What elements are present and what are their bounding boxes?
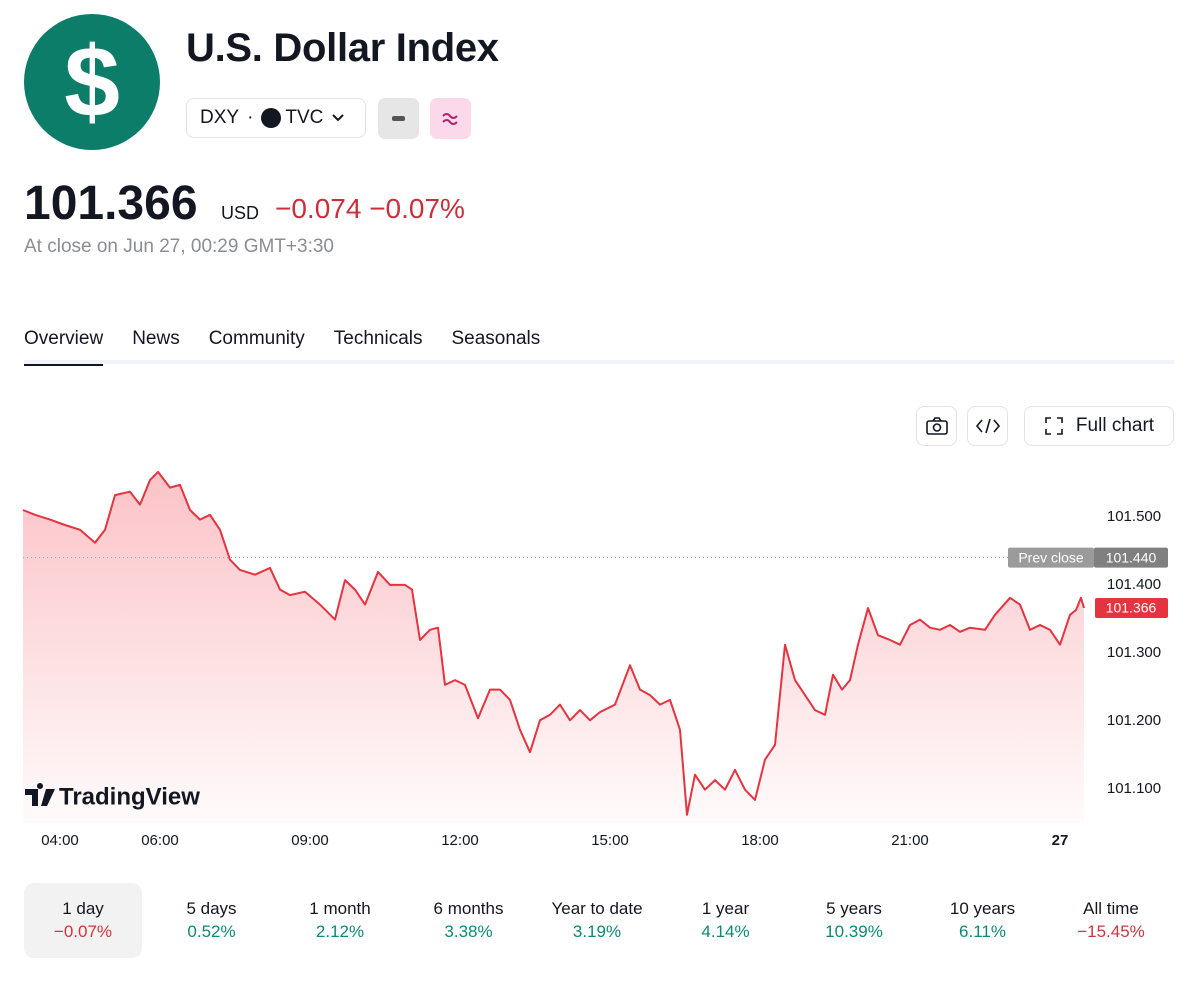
camera-icon bbox=[925, 417, 948, 435]
period-change: 3.19% bbox=[572, 922, 622, 941]
tab[interactable]: Seasonals bbox=[451, 328, 541, 349]
prev-close-value: 101.440 bbox=[1106, 549, 1157, 565]
period-label: 1 year bbox=[701, 899, 750, 918]
exchange: TVC bbox=[285, 107, 324, 128]
tab[interactable]: Overview bbox=[24, 328, 104, 366]
watermark-text: TradingView bbox=[59, 783, 200, 810]
x-tick-label: 12:00 bbox=[441, 832, 479, 849]
period-button[interactable]: 5 days 0.52% bbox=[153, 883, 271, 958]
x-tick-label: 21:00 bbox=[891, 832, 929, 849]
x-tick-label: 15:00 bbox=[591, 832, 629, 849]
period-button[interactable]: 1 day −0.07% bbox=[24, 883, 142, 958]
period-button[interactable]: 1 month 2.12% bbox=[281, 883, 399, 958]
period-change: 0.52% bbox=[187, 922, 236, 941]
snapshot-button[interactable] bbox=[916, 406, 957, 446]
watermark: TradingView bbox=[25, 782, 200, 810]
y-tick-label: 101.300 bbox=[1107, 644, 1161, 661]
period-label: 5 years bbox=[826, 899, 882, 918]
period-button[interactable]: 5 years 10.39% bbox=[795, 883, 913, 958]
y-tick-label: 101.400 bbox=[1107, 576, 1161, 593]
full-chart-label: Full chart bbox=[1075, 415, 1155, 436]
x-tick-label: 18:00 bbox=[741, 832, 779, 849]
price-line bbox=[22, 470, 1085, 816]
tabs: Overview News Community Technicals Seasonals bbox=[24, 328, 540, 366]
period-change: 10.39% bbox=[825, 922, 883, 941]
y-tick-label: 101.100 bbox=[1107, 780, 1161, 797]
market-status-button[interactable] bbox=[378, 98, 419, 139]
period-change: 4.14% bbox=[701, 922, 750, 941]
icon bbox=[442, 113, 458, 125]
period-button[interactable]: 6 months 3.38% bbox=[410, 883, 528, 958]
prev-close-tag bbox=[1008, 547, 1094, 568]
last-price-tag bbox=[1095, 598, 1168, 619]
title: U.S. Dollar Index bbox=[186, 26, 499, 70]
period-button[interactable]: 10 years 6.11% bbox=[924, 883, 1042, 958]
period-button[interactable]: All time −15.45% bbox=[1052, 883, 1170, 958]
embed-button[interactable] bbox=[967, 406, 1008, 446]
x-tick-label: 06:00 bbox=[141, 832, 179, 849]
symbol: DXY bbox=[200, 107, 240, 128]
area bbox=[23, 471, 1084, 823]
status: At close on Jun 27, 00:29 GMT+3:30 bbox=[24, 236, 334, 257]
delayed-button[interactable] bbox=[430, 98, 471, 139]
full-chart-button[interactable]: Full chart bbox=[1024, 406, 1174, 446]
period-button[interactable]: Year to date 3.19% bbox=[538, 883, 656, 958]
last-price-label: 101.366 bbox=[1106, 600, 1157, 616]
separator: · bbox=[247, 107, 254, 128]
period-change: −0.07% bbox=[53, 922, 113, 941]
currency: USD bbox=[221, 203, 260, 223]
tab[interactable]: Community bbox=[208, 328, 305, 349]
exchange-icon bbox=[261, 108, 282, 128]
tab-divider bbox=[24, 360, 1174, 364]
change: −0.074 −0.07% bbox=[275, 193, 465, 225]
period-label: 10 years bbox=[949, 899, 1016, 918]
tab[interactable]: Technicals bbox=[333, 328, 423, 349]
tab[interactable]: News bbox=[132, 328, 180, 349]
period-change: 6.11% bbox=[959, 922, 1006, 941]
period-label: 1 month bbox=[309, 899, 371, 918]
x-tick-label: 04:00 bbox=[41, 832, 79, 849]
prev-close-value-tag bbox=[1094, 547, 1168, 568]
x-tick-label: 27 bbox=[1052, 832, 1069, 849]
period-change: 3.38% bbox=[444, 922, 493, 941]
code-icon bbox=[975, 418, 1000, 434]
period-change: −15.45% bbox=[1077, 922, 1145, 941]
period-button[interactable]: 1 year 4.14% bbox=[667, 883, 785, 958]
logo: $ bbox=[24, 14, 160, 150]
period-label: All time bbox=[1083, 899, 1139, 918]
icon bbox=[392, 116, 405, 121]
period-label: Year to date bbox=[551, 899, 643, 918]
change-percent: −0.07% bbox=[369, 193, 465, 224]
period-label: 6 months bbox=[433, 899, 504, 918]
y-tick-label: 101.500 bbox=[1107, 508, 1161, 525]
chevron bbox=[332, 114, 345, 122]
symbol-selector[interactable]: DXY · TVC bbox=[186, 98, 366, 138]
x-tick-label: 09:00 bbox=[291, 832, 329, 849]
price: 101.366 bbox=[24, 177, 198, 230]
expand-icon bbox=[1045, 417, 1063, 435]
period-label: 5 days bbox=[186, 899, 237, 918]
period-change: 2.12% bbox=[315, 922, 365, 941]
change-abs: −0.074 bbox=[275, 193, 362, 224]
period-selector: 1 day −0.07% 5 days 0.52% 1 month 2.12% 6 mont… bbox=[24, 883, 1181, 958]
y-tick-label: 101.200 bbox=[1107, 712, 1161, 729]
prev-close-name: Prev close bbox=[1018, 549, 1084, 565]
period-label: 1 day bbox=[62, 899, 104, 918]
